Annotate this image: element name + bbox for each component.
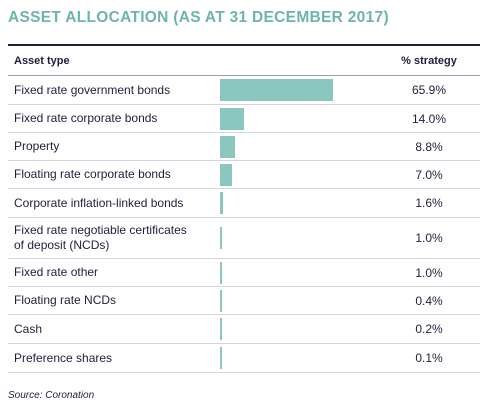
source-note: Source: Coronation <box>8 390 95 401</box>
asset-type-label: Fixed rate government bonds <box>8 75 218 105</box>
percent-strategy-value: 8.8% <box>378 132 480 161</box>
table-row: Fixed rate negotiable certificates of de… <box>8 217 480 259</box>
bar-cell <box>218 160 378 189</box>
bar <box>220 107 244 130</box>
asset-type-label: Corporate inflation-linked bonds <box>8 188 218 218</box>
asset-type-label: Property <box>8 132 218 161</box>
bar-cell <box>218 258 378 287</box>
asset-type-label: Cash <box>8 314 218 344</box>
bar <box>220 289 222 312</box>
table-row: Fixed rate government bonds 65.9% <box>8 75 480 105</box>
table-row: Floating rate corporate bonds 7.0% <box>8 160 480 189</box>
bar-cell <box>218 217 378 259</box>
percent-strategy-value: 0.4% <box>378 286 480 315</box>
table-row: Fixed rate corporate bonds 14.0% <box>8 104 480 133</box>
bar <box>220 318 222 340</box>
percent-strategy-value: 0.2% <box>378 314 480 344</box>
bar-cell <box>218 343 378 373</box>
table-row: Cash 0.2% <box>8 314 480 344</box>
percent-strategy-value: 0.1% <box>378 343 480 373</box>
bar-cell <box>218 132 378 161</box>
asset-type-label: Fixed rate other <box>8 258 218 287</box>
column-header-bar <box>218 45 378 76</box>
chart-title: ASSET ALLOCATION (AS AT 31 DECEMBER 2017… <box>8 9 389 26</box>
bar <box>220 79 333 101</box>
asset-type-label: Fixed rate corporate bonds <box>8 104 218 133</box>
bar-cell <box>218 188 378 218</box>
allocation-table: Asset type % strategy Fixed rate governm… <box>8 44 480 373</box>
percent-strategy-value: 7.0% <box>378 160 480 189</box>
asset-type-label: Floating rate NCDs <box>8 286 218 315</box>
asset-type-label: Fixed rate negotiable certificates of de… <box>8 217 218 259</box>
percent-strategy-value: 65.9% <box>378 75 480 105</box>
column-header-percent-strategy: % strategy <box>401 54 457 67</box>
table-row: Preference shares 0.1% <box>8 343 480 373</box>
column-header-asset-type: Asset type <box>14 54 70 67</box>
bar <box>220 347 222 369</box>
table-header-row: Asset type % strategy <box>8 45 480 76</box>
bar <box>220 135 236 158</box>
table-row: Fixed rate other 1.0% <box>8 258 480 287</box>
bar-cell <box>218 314 378 344</box>
table-row: Floating rate NCDs 0.4% <box>8 286 480 315</box>
bar <box>220 227 222 249</box>
table-row: Property 8.8% <box>8 132 480 161</box>
bar-cell <box>218 75 378 105</box>
bar <box>220 261 222 284</box>
percent-strategy-value: 14.0% <box>378 104 480 133</box>
asset-type-label: Preference shares <box>8 343 218 373</box>
bar-cell <box>218 286 378 315</box>
percent-strategy-value: 1.0% <box>378 258 480 287</box>
percent-strategy-value: 1.0% <box>378 217 480 259</box>
bar <box>220 192 223 214</box>
percent-strategy-value: 1.6% <box>378 188 480 218</box>
bar-cell <box>218 104 378 133</box>
table-row: Corporate inflation-linked bonds 1.6% <box>8 188 480 218</box>
table-body: Fixed rate government bonds 65.9% Fixed ra… <box>8 75 480 373</box>
bar <box>220 163 232 186</box>
asset-type-label: Floating rate corporate bonds <box>8 160 218 189</box>
